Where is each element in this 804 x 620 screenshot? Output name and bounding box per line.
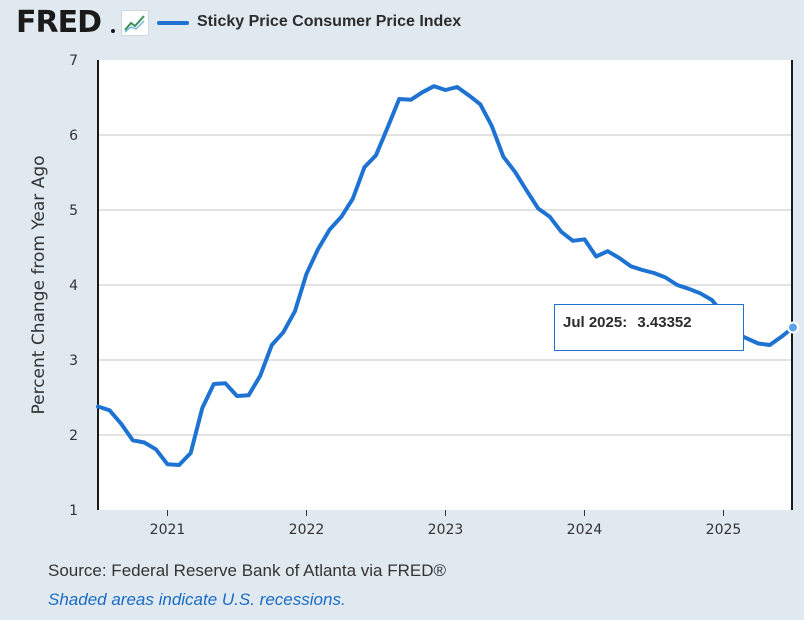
hover-point[interactable] [787,321,799,334]
fred-logo-dot [111,29,115,33]
chart-header: FRED Sticky Price Consumer Price Index [0,0,804,48]
value-tooltip: Jul 2025: 3.43352 [554,304,744,351]
legend-swatch [157,21,189,25]
y-tick-label: 6 [69,128,78,144]
x-tick-label: 2021 [150,522,186,538]
line-chart-icon-glyph [124,15,145,33]
recession-note[interactable]: Shaded areas indicate U.S. recessions. [48,590,346,609]
x-axis-ticks: 2021 2022 2023 2024 2025 [150,510,742,538]
line-chart-icon[interactable] [121,10,149,36]
y-axis-title: Percent Change from Year Ago [29,155,49,414]
line-chart[interactable]: 1 2 3 4 5 6 7 2021 2022 2023 2024 2025 Percent Cha… [0,40,804,550]
legend-series-label[interactable]: Sticky Price Consumer Price Index [197,13,462,30]
y-tick-label: 4 [69,278,78,294]
y-tick-label: 7 [69,53,78,69]
x-tick-label: 2024 [567,522,603,538]
tooltip-content: Jul 2025: 3.43352 [563,314,692,331]
y-axis-ticks: 1 2 3 4 5 6 7 [69,53,78,519]
tooltip-value: 3.43352 [637,314,692,331]
x-tick-label: 2025 [706,522,742,538]
series-line[interactable] [96,84,795,467]
x-tick-label: 2022 [289,522,325,538]
y-tick-label: 1 [69,503,78,519]
y-tick-label: 5 [69,203,78,219]
y-tick-label: 3 [69,353,78,369]
x-tick-label: 2023 [428,522,464,538]
tooltip-date: Jul 2025: [563,314,628,331]
source-note: Source: Federal Reserve Bank of Atlanta … [48,561,447,580]
y-tick-label: 2 [69,428,78,444]
fred-logo[interactable]: FRED [16,5,102,40]
